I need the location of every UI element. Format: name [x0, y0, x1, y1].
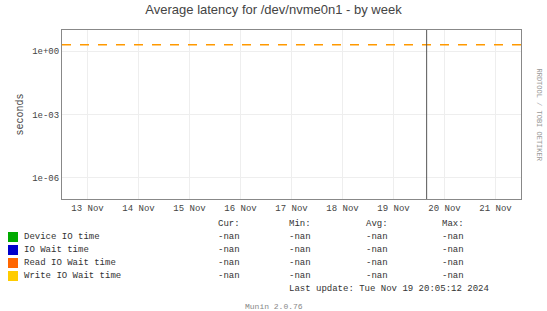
svg-text:18 Nov: 18 Nov [326, 204, 359, 214]
svg-text:14 Nov: 14 Nov [122, 204, 155, 214]
svg-text:1e+00: 1e+00 [32, 47, 59, 57]
svg-text:-nan: -nan [289, 258, 311, 268]
svg-text:-nan: -nan [218, 271, 240, 281]
svg-text:IO Wait time: IO Wait time [24, 245, 89, 255]
svg-text:-nan: -nan [442, 245, 464, 255]
svg-text:-nan: -nan [442, 258, 464, 268]
svg-text:seconds: seconds [15, 93, 26, 135]
svg-text:1e-03: 1e-03 [32, 111, 59, 121]
svg-text:Avg:: Avg: [366, 219, 388, 229]
svg-text:21 Nov: 21 Nov [479, 204, 512, 214]
svg-text:-nan: -nan [218, 245, 240, 255]
svg-text:-nan: -nan [289, 232, 311, 242]
svg-text:13 Nov: 13 Nov [71, 204, 104, 214]
svg-text:-nan: -nan [442, 232, 464, 242]
svg-text:Cur:: Cur: [218, 219, 240, 229]
svg-text:-nan: -nan [289, 245, 311, 255]
svg-text:-nan: -nan [366, 271, 388, 281]
svg-text:-nan: -nan [442, 271, 464, 281]
svg-text:RRDTOOL / TOBI OETIKER: RRDTOOL / TOBI OETIKER [535, 69, 543, 162]
svg-text:Munin 2.0.76: Munin 2.0.76 [245, 302, 303, 311]
svg-text:-nan: -nan [366, 232, 388, 242]
svg-text:20 Nov: 20 Nov [428, 204, 461, 214]
svg-text:Write IO Wait time: Write IO Wait time [24, 271, 121, 281]
svg-text:Average latency for /dev/nvme0: Average latency for /dev/nvme0n1 - by we… [145, 2, 402, 17]
svg-text:19 Nov: 19 Nov [377, 204, 410, 214]
svg-text:Device IO time: Device IO time [24, 232, 100, 242]
svg-text:Last update: Tue Nov 19 20:05:: Last update: Tue Nov 19 20:05:12 2024 [289, 284, 489, 294]
svg-text:-nan: -nan [218, 232, 240, 242]
svg-text:-nan: -nan [366, 245, 388, 255]
svg-text:-nan: -nan [289, 271, 311, 281]
svg-text:Min:: Min: [289, 219, 311, 229]
svg-text:1e-06: 1e-06 [32, 174, 59, 184]
svg-text:-nan: -nan [366, 258, 388, 268]
svg-text:15 Nov: 15 Nov [173, 204, 206, 214]
svg-text:-nan: -nan [218, 258, 240, 268]
svg-text:Read IO Wait time: Read IO Wait time [24, 258, 116, 268]
svg-text:Max:: Max: [442, 219, 464, 229]
svg-text:16 Nov: 16 Nov [224, 204, 257, 214]
svg-text:17 Nov: 17 Nov [275, 204, 308, 214]
